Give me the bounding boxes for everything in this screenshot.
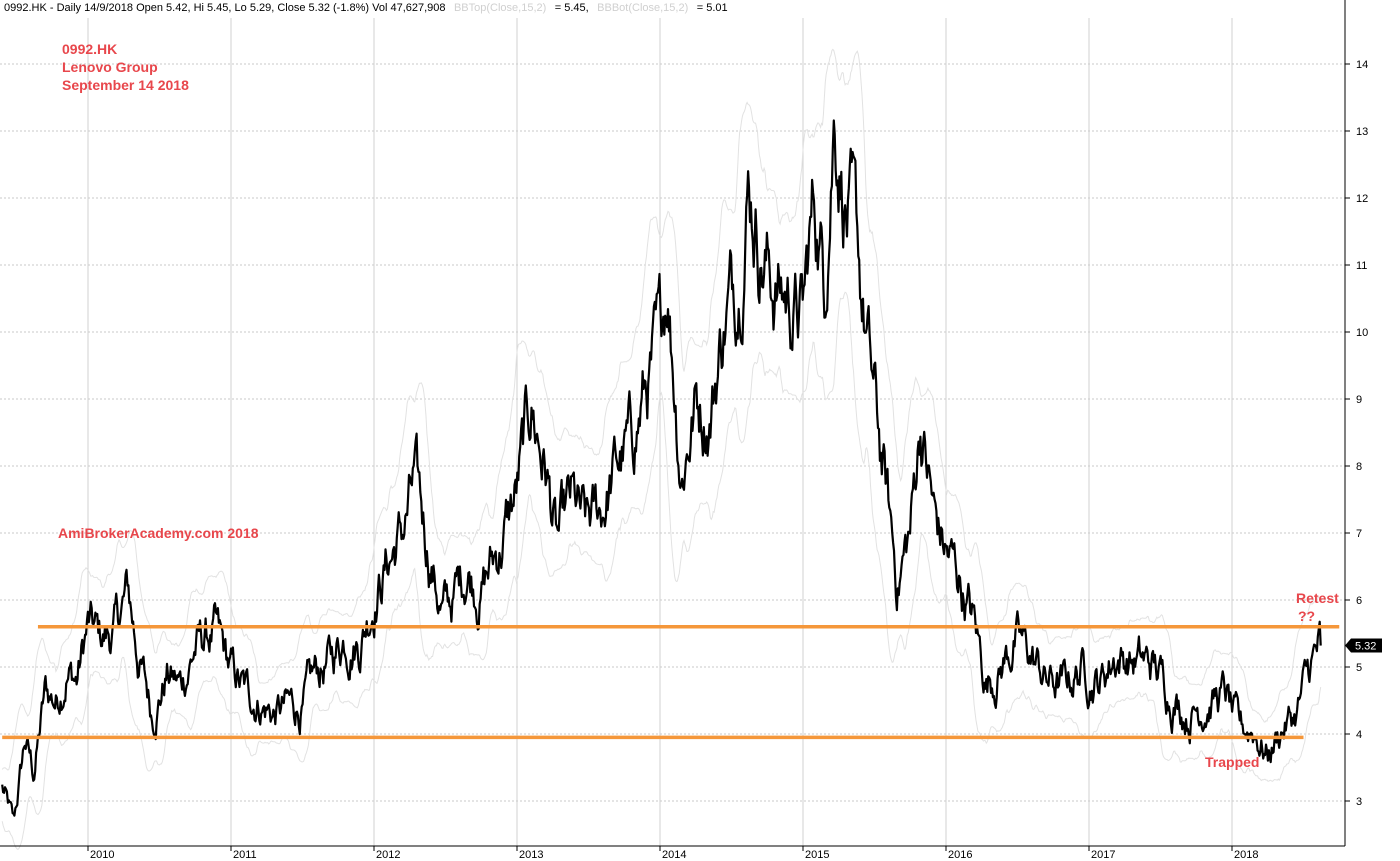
annotation-company: Lenovo Group bbox=[62, 59, 158, 75]
header-bbtop-label: BBTop(Close,15,2) bbox=[454, 2, 546, 14]
x-tick-label: 2011 bbox=[233, 849, 257, 861]
annotation-trapped: Trapped bbox=[1205, 754, 1259, 770]
y-tick-label: 6 bbox=[1356, 595, 1362, 607]
chart-header: 0992.HK - Daily 14/9/2018 Open 5.42, Hi … bbox=[4, 0, 728, 15]
bollinger-lower-band bbox=[1, 291, 1322, 850]
x-tick-label: 2014 bbox=[662, 849, 686, 861]
y-tick-label: 3 bbox=[1356, 796, 1362, 808]
last-price-value: 5.32 bbox=[1355, 641, 1376, 653]
x-tick-label: 2015 bbox=[805, 849, 829, 861]
x-tick-label: 2012 bbox=[376, 849, 400, 861]
annotation-date: September 14 2018 bbox=[62, 77, 189, 93]
y-tick-label: 7 bbox=[1356, 528, 1362, 540]
header-bbtop-value: = 5.45, bbox=[555, 2, 589, 14]
y-tick-label: 9 bbox=[1356, 394, 1362, 406]
annotation-retest: Retest bbox=[1296, 590, 1339, 606]
x-tick-layer: 2010 2011 2012 2013 2014 2015 2016 2017 2018 bbox=[87, 846, 1258, 861]
bollinger-upper-band bbox=[1, 48, 1322, 771]
y-tick-label: 12 bbox=[1356, 193, 1368, 205]
bollinger-band-layer bbox=[1, 48, 1322, 850]
y-tick-layer: 3 4 5 6 7 8 9 10 11 12 13 14 bbox=[1345, 59, 1368, 808]
y-tick-label: 8 bbox=[1356, 461, 1362, 473]
y-tick-label: 5 bbox=[1356, 662, 1362, 674]
y-tick-label: 11 bbox=[1356, 260, 1367, 272]
x-tick-label: 2017 bbox=[1091, 849, 1115, 861]
annotation-ticker: 0992.HK bbox=[62, 41, 117, 57]
annotation-watermark: AmiBrokerAcademy.com 2018 bbox=[58, 525, 259, 541]
annotation-retest-question: ?? bbox=[1298, 608, 1315, 624]
y-tick-label: 10 bbox=[1356, 327, 1368, 339]
header-quote: 0992.HK - Daily 14/9/2018 Open 5.42, Hi … bbox=[4, 2, 446, 14]
header-bbbot-label: BBBot(Close,15,2) bbox=[597, 2, 688, 14]
x-tick-label: 2010 bbox=[90, 849, 114, 861]
last-price-tag: 5.32 bbox=[1345, 638, 1382, 653]
x-tick-label: 2013 bbox=[519, 849, 543, 861]
y-tick-label: 13 bbox=[1356, 126, 1368, 138]
header-bbbot-value: = 5.01 bbox=[697, 2, 728, 14]
x-tick-label: 2018 bbox=[1234, 849, 1258, 861]
x-tick-label: 2016 bbox=[948, 849, 972, 861]
level-lines-layer bbox=[2, 625, 1340, 740]
y-tick-label: 4 bbox=[1356, 729, 1362, 741]
y-tick-label: 14 bbox=[1356, 59, 1368, 71]
last-price-tag-shape bbox=[1345, 638, 1382, 653]
